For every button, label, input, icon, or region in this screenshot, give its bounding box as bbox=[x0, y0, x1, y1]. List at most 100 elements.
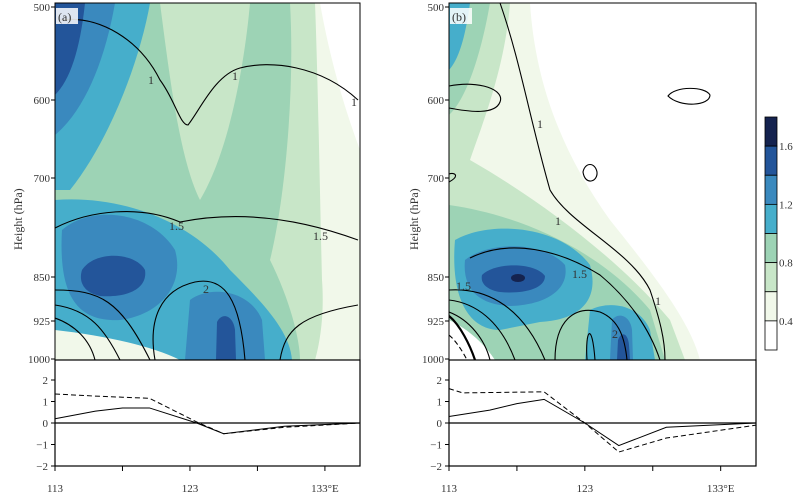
lower-panel-frame bbox=[448, 359, 757, 467]
contour-line-low bbox=[449, 315, 477, 360]
colorbar-swatch bbox=[764, 233, 778, 264]
y-tick-label: 500 bbox=[428, 2, 445, 14]
colorbar-tick-label: 0.8 bbox=[779, 258, 793, 270]
lower-panel-frame bbox=[54, 359, 361, 467]
contour-label: 1 bbox=[148, 73, 154, 87]
contour-line-2-inner bbox=[586, 333, 596, 360]
contour-label: 1.5 bbox=[456, 279, 471, 293]
contour-label: 1 bbox=[655, 294, 661, 308]
contour-line-low-1 bbox=[55, 289, 151, 360]
colorbar-swatch bbox=[764, 291, 778, 322]
contour-line-low-2 bbox=[55, 304, 121, 360]
contour-label: 1 bbox=[232, 69, 238, 83]
colorbar-swatch bbox=[764, 145, 778, 176]
x-tick-label: 123 bbox=[182, 483, 199, 495]
colorbar-swatch bbox=[764, 174, 778, 205]
panel-b-contour-fill bbox=[449, 3, 700, 360]
contour-line bbox=[449, 172, 456, 183]
y-axis-label-b: Height (hPa) bbox=[407, 188, 421, 250]
contour-line-low bbox=[449, 299, 516, 360]
contour-line bbox=[582, 163, 598, 182]
series-line-solid bbox=[448, 398, 757, 447]
series-line-solid bbox=[54, 407, 361, 435]
contour-line-low-4 bbox=[279, 304, 359, 360]
contour-line-low-3 bbox=[55, 317, 96, 360]
lower-y-tick-label: −2 bbox=[36, 461, 48, 473]
y-tick-label: 600 bbox=[428, 95, 445, 107]
panel-a-contour-fill bbox=[55, 3, 360, 360]
fill-terrain bbox=[55, 330, 180, 360]
colorbar-tick-label: 0.4 bbox=[779, 316, 793, 328]
x-tick-label: 123 bbox=[577, 483, 594, 495]
contour-label: 1.5 bbox=[169, 219, 184, 233]
contour-label: 2 bbox=[612, 327, 618, 341]
colorbar-swatch bbox=[764, 262, 778, 293]
lower-y-tick-label: 0 bbox=[437, 418, 443, 430]
panel-label-a: (a) bbox=[58, 10, 71, 24]
contour-line-1-5 bbox=[55, 211, 359, 241]
lower-y-tick-label: 1 bbox=[437, 397, 443, 409]
panel-b-contour-labels: 1 1 1 1.5 1.5 2 bbox=[456, 117, 661, 341]
contour-line-2 bbox=[554, 309, 628, 360]
panel-a-contour-labels: 1 1 1 1.5 1.5 2 bbox=[148, 69, 357, 296]
lower-y-tick-label: −2 bbox=[430, 461, 442, 473]
lower-y-tick-label: 1 bbox=[43, 397, 49, 409]
contour-line-2 bbox=[152, 280, 246, 360]
y-tick-label: 925 bbox=[34, 316, 51, 328]
contour-label: 1 bbox=[555, 214, 561, 228]
panel-a-contour-lines bbox=[55, 18, 359, 360]
y-tick-label: 700 bbox=[34, 173, 51, 185]
lower-y-tick-label: 0 bbox=[43, 418, 49, 430]
panel-b-contour-lines bbox=[449, 3, 711, 360]
fill-level-7 bbox=[511, 274, 525, 282]
fill-level-2-tongue bbox=[160, 3, 250, 200]
series-line-dashed bbox=[54, 393, 361, 435]
contour-label: 2 bbox=[203, 282, 209, 296]
colorbar-swatch bbox=[764, 203, 778, 234]
contour-line-1-5 bbox=[469, 247, 661, 360]
contour-line-low bbox=[449, 311, 491, 360]
contour-line bbox=[667, 87, 711, 105]
y-tick-label: 850 bbox=[428, 272, 445, 284]
fill-level-6-low bbox=[216, 316, 236, 360]
series-line-dashed bbox=[448, 388, 757, 453]
x-tick-label: 133°E bbox=[311, 483, 339, 495]
y-tick-label: 1000 bbox=[422, 354, 445, 366]
contour-label: 1 bbox=[537, 117, 543, 131]
axes-and-lines: 500 600 700 850 925 1000 2 1 0 −1 −2 113 123 133°E 500… bbox=[28, 2, 793, 495]
y-tick-label: 1000 bbox=[28, 354, 51, 366]
contour-label: 1.5 bbox=[313, 229, 328, 243]
fill-level-6-top bbox=[55, 3, 85, 95]
contour-line-1 bbox=[499, 3, 666, 360]
colorbar-tick-label: 1.6 bbox=[779, 141, 793, 153]
colorbar-swatch bbox=[764, 116, 778, 147]
panel-label-bg bbox=[450, 8, 472, 24]
panel-label-bg bbox=[56, 8, 78, 24]
contour-label: 1 bbox=[351, 95, 357, 109]
contour-line bbox=[449, 83, 502, 112]
fill-level-6-mid bbox=[80, 255, 146, 297]
lower-y-tick-label: 2 bbox=[437, 375, 443, 387]
contour-line-1 bbox=[59, 18, 359, 126]
y-tick-label: 700 bbox=[428, 173, 445, 185]
lower-y-tick-label: 2 bbox=[43, 375, 49, 387]
x-tick-label: 113 bbox=[47, 483, 64, 495]
contour-line-low bbox=[449, 289, 546, 360]
fill-level-0 bbox=[320, 3, 360, 150]
y-tick-label: 850 bbox=[34, 272, 51, 284]
y-tick-label: 600 bbox=[34, 95, 51, 107]
lower-y-tick-label: −1 bbox=[36, 440, 48, 452]
lower-y-tick-label: −1 bbox=[430, 440, 442, 452]
y-tick-label: 500 bbox=[34, 2, 51, 14]
y-tick-label: 925 bbox=[428, 316, 445, 328]
colorbar-swatch bbox=[764, 320, 778, 351]
panel-label-b: (b) bbox=[452, 10, 466, 24]
x-tick-label: 133°E bbox=[707, 483, 735, 495]
contour-line-dashed bbox=[449, 334, 468, 360]
y-axis-label-a: Height (hPa) bbox=[11, 188, 25, 250]
colorbar-tick-label: 1.2 bbox=[779, 199, 793, 211]
contour-label: 1.5 bbox=[572, 267, 587, 281]
x-tick-label: 113 bbox=[441, 483, 458, 495]
